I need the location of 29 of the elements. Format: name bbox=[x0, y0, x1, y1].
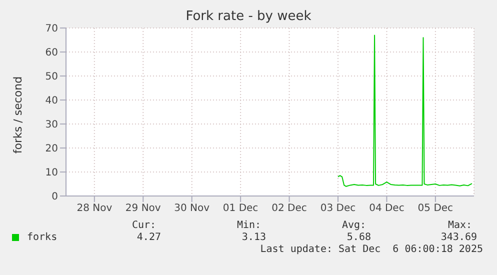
y-tick-label: 40 bbox=[45, 96, 58, 107]
y-tick-label: 10 bbox=[45, 168, 58, 179]
x-tick-label: 04 Dec bbox=[369, 203, 404, 214]
text: 4.27 bbox=[136, 232, 161, 243]
y-tick-label: 30 bbox=[45, 120, 58, 131]
text: 343.69 bbox=[440, 232, 477, 243]
x-tick-label: 05 Dec bbox=[418, 203, 454, 214]
text: 5.68 bbox=[346, 232, 371, 243]
text: Cur: bbox=[132, 220, 156, 231]
x-tick-label: 29 Nov bbox=[125, 203, 161, 214]
y-tick-label: 20 bbox=[45, 144, 58, 155]
y-tick-label: 70 bbox=[45, 24, 58, 35]
y-axis-title: forks / second bbox=[12, 76, 24, 154]
x-tick-label: 02 Dec bbox=[272, 203, 307, 214]
y-tick-label: 60 bbox=[45, 48, 58, 59]
x-tick-label: 30 Nov bbox=[174, 203, 210, 214]
x-tick-label: 03 Dec bbox=[320, 203, 356, 214]
line-series bbox=[338, 34, 472, 187]
text: Max: bbox=[448, 220, 472, 231]
y-tick-label: 50 bbox=[45, 72, 58, 83]
x-tick-label: 01 Dec bbox=[222, 203, 258, 214]
legend-label: forks bbox=[27, 232, 58, 243]
text: 3.13 bbox=[242, 232, 266, 243]
text: Last update: Sat Dec 6 06:00:18 2025 bbox=[260, 244, 483, 255]
text: Min: bbox=[237, 220, 262, 231]
text: Avg: bbox=[342, 220, 366, 231]
x-tick-label: 28 Nov bbox=[76, 203, 112, 214]
chart-title: Fork rate - by week bbox=[184, 9, 312, 24]
y-tick-label: 0 bbox=[52, 192, 58, 203]
